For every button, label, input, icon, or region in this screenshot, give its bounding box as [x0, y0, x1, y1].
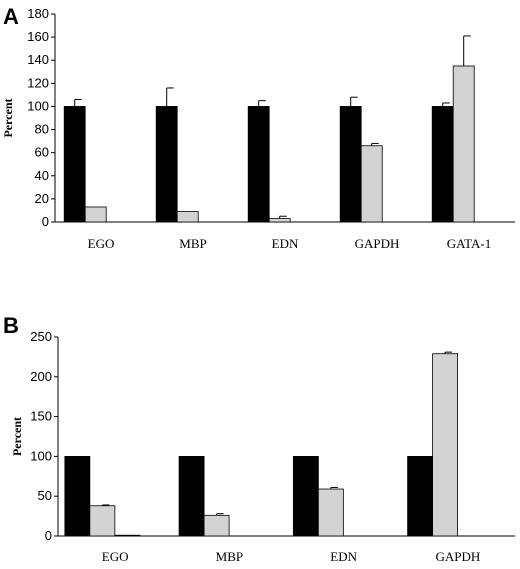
bar-gapdh-series-1: [407, 455, 434, 537]
y-axis-label: Percent: [10, 417, 24, 456]
x-tick-label: GATA-1: [447, 236, 491, 251]
y-tick-label: 20: [35, 191, 49, 206]
bar-mbp-series-1: [178, 455, 205, 537]
bar-edn-series-2: [317, 488, 344, 537]
bar-edn-series-2: [268, 218, 291, 223]
bar-gapdh-series-1: [339, 106, 362, 223]
bar-gata-1-series-2: [452, 65, 475, 223]
y-tick-label: 200: [30, 369, 52, 384]
bar-ego-series-1: [64, 455, 91, 537]
y-tick-label: 0: [45, 528, 52, 543]
x-tick-label: EDN: [330, 549, 357, 564]
y-tick-label: 180: [27, 6, 49, 21]
panel-label-b: B: [3, 313, 19, 338]
bar-mbp-series-2: [203, 514, 230, 537]
x-tick-label: EDN: [272, 236, 299, 251]
y-tick-label: 160: [27, 29, 49, 44]
chart-a: 0 20 40 60 80 100 120 140 160 180 Percent EGO MBP EDN…: [1, 6, 515, 251]
y-tick-label: 100: [30, 448, 52, 463]
bar-ego-series-1: [63, 106, 86, 223]
x-tick-label: MBP: [216, 549, 243, 564]
panel-label-a: A: [3, 4, 19, 29]
bar-ego-series-2: [89, 505, 116, 537]
bar-gata-1-series-1: [431, 106, 454, 223]
bar-mbp-series-2: [176, 211, 199, 223]
y-tick-label: 60: [35, 145, 49, 160]
y-tick-label: 0: [42, 214, 49, 229]
bar-mbp-series-1: [155, 106, 178, 223]
y-tick-label: 250: [30, 329, 52, 344]
y-tick-label: 50: [38, 488, 52, 503]
bar-gapdh-series-2: [360, 145, 383, 223]
bar-ego-series-2: [84, 206, 107, 223]
x-tick-label: EGO: [102, 549, 129, 564]
x-tick-label: EGO: [88, 236, 115, 251]
bar-ego-series-3: [114, 534, 141, 537]
bar-edn-series-1: [292, 455, 319, 537]
bar-gapdh-series-2: [432, 353, 459, 537]
y-axis-label: Percent: [1, 98, 15, 137]
x-tick-label: GAPDH: [355, 236, 400, 251]
y-tick-label: 140: [27, 52, 49, 67]
y-tick-label: 80: [35, 122, 49, 137]
bar-edn-series-1: [247, 106, 270, 223]
x-tick-label: MBP: [179, 236, 206, 251]
y-tick-label: 150: [30, 409, 52, 424]
y-tick-label: 40: [35, 168, 49, 183]
x-tick-label: GAPDH: [435, 549, 480, 564]
y-tick-label: 120: [27, 75, 49, 90]
y-tick-label: 100: [27, 98, 49, 113]
chart-b: 0 50 100 150 200 250 Percent EGO MBP EDN GAPDH: [10, 329, 515, 564]
